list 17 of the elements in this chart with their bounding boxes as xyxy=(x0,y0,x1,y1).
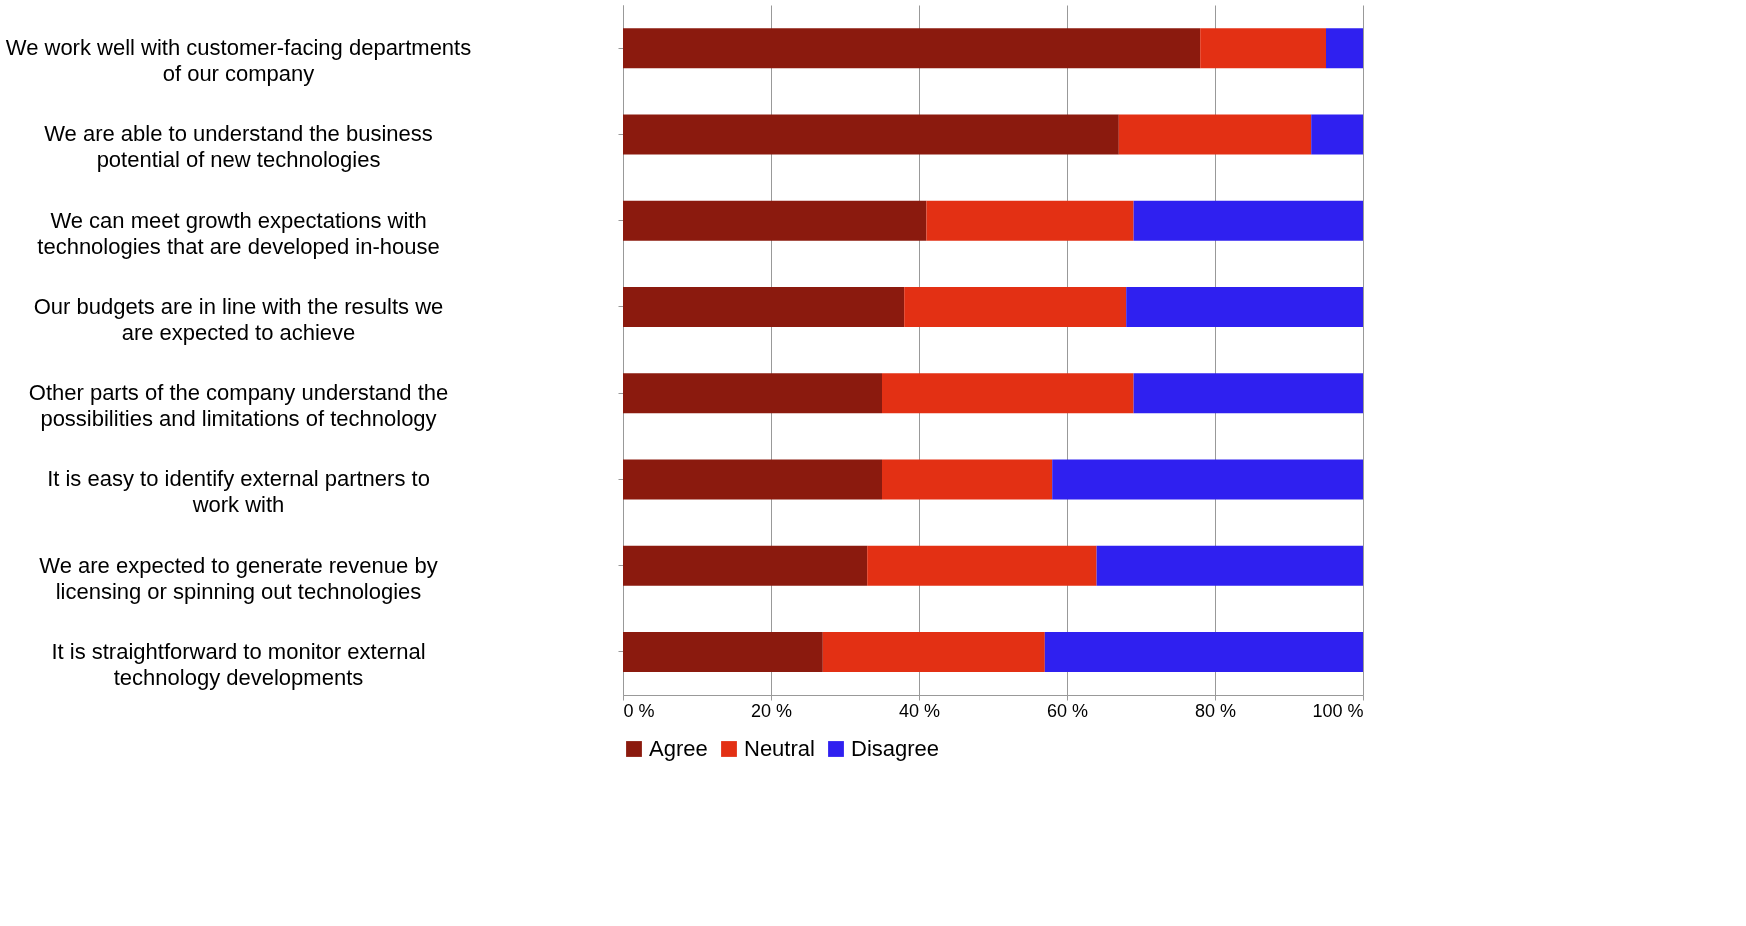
legend-label: Neutral xyxy=(744,736,815,761)
x-tick-label: 60 % xyxy=(1046,700,1089,721)
x-tick-label: 20 % xyxy=(750,700,793,721)
legend-label: Agree xyxy=(649,736,708,761)
y-tick-label: Other parts of the company understand the possibilities and limitations of technology xyxy=(28,380,449,432)
x-tick-label: 100 % xyxy=(1312,700,1364,721)
y-tick-label: It is straightforward to monitor external technology developments xyxy=(51,638,426,690)
x-tick-label: 0 % xyxy=(623,700,655,721)
x-tick-label: 40 % xyxy=(898,700,941,721)
y-tick-label: We are expected to generate revenue by licensing or spinning out technologies xyxy=(39,552,438,604)
x-tick-label: 80 % xyxy=(1194,700,1237,721)
y-tick-label: We are able to understand the business potential of new technologies xyxy=(44,121,433,173)
legend-label: Disagree xyxy=(851,736,940,761)
y-tick-label: We can meet growth expectations with technologies that are developed in-house xyxy=(37,207,440,259)
y-tick-label: It is easy to identify external partners to work with xyxy=(47,466,430,518)
y-tick-label: We work well with customer-facing departments of our company xyxy=(5,35,472,87)
y-tick-label: Our budgets are in line with the results we are expected to achieve xyxy=(33,293,444,345)
